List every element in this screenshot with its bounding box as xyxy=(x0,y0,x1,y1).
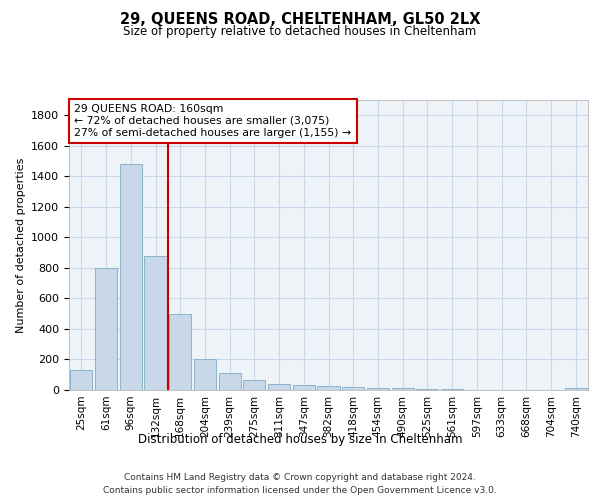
Bar xyxy=(169,314,191,390)
Bar xyxy=(565,388,587,390)
Text: 29, QUEENS ROAD, CHELTENHAM, GL50 2LX: 29, QUEENS ROAD, CHELTENHAM, GL50 2LX xyxy=(120,12,480,28)
Text: Contains public sector information licensed under the Open Government Licence v3: Contains public sector information licen… xyxy=(103,486,497,495)
Text: Size of property relative to detached houses in Cheltenham: Size of property relative to detached ho… xyxy=(124,25,476,38)
Bar xyxy=(194,358,216,390)
Bar xyxy=(441,389,463,390)
Text: 29 QUEENS ROAD: 160sqm
← 72% of detached houses are smaller (3,075)
27% of semi-: 29 QUEENS ROAD: 160sqm ← 72% of detached… xyxy=(74,104,352,138)
Bar xyxy=(145,256,167,390)
Bar xyxy=(119,164,142,390)
Bar xyxy=(317,386,340,390)
Bar xyxy=(268,384,290,390)
Text: Distribution of detached houses by size in Cheltenham: Distribution of detached houses by size … xyxy=(138,432,462,446)
Bar xyxy=(392,388,414,390)
Bar xyxy=(70,370,92,390)
Bar xyxy=(243,380,265,390)
Bar xyxy=(95,268,117,390)
Text: Contains HM Land Registry data © Crown copyright and database right 2024.: Contains HM Land Registry data © Crown c… xyxy=(124,472,476,482)
Bar xyxy=(342,387,364,390)
Bar xyxy=(218,373,241,390)
Bar xyxy=(293,386,315,390)
Bar xyxy=(367,388,389,390)
Y-axis label: Number of detached properties: Number of detached properties xyxy=(16,158,26,332)
Bar xyxy=(416,389,439,390)
